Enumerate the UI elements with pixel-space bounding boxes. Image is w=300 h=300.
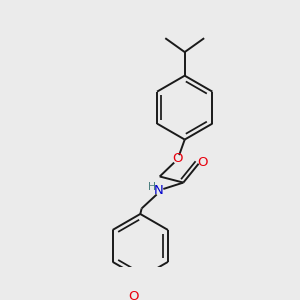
Text: H: H: [148, 182, 156, 192]
Text: O: O: [172, 152, 183, 165]
Text: N: N: [154, 184, 163, 197]
Text: O: O: [197, 156, 208, 169]
Text: O: O: [128, 290, 139, 300]
